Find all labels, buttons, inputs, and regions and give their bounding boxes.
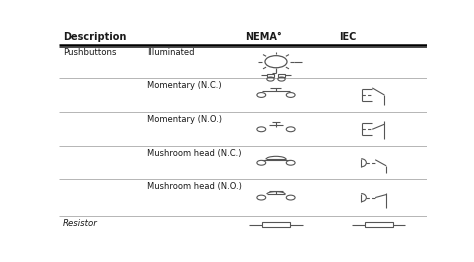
- Text: Mushroom head (N.C.): Mushroom head (N.C.): [147, 149, 242, 159]
- Text: IEC: IEC: [339, 32, 356, 42]
- Text: Mushroom head (N.O.): Mushroom head (N.O.): [147, 182, 242, 191]
- Text: Pushbuttons: Pushbuttons: [63, 48, 117, 57]
- FancyBboxPatch shape: [267, 74, 274, 77]
- Text: Resistor: Resistor: [63, 219, 98, 228]
- Text: NEMA°: NEMA°: [245, 32, 282, 42]
- FancyBboxPatch shape: [365, 222, 392, 227]
- Text: Momentary (N.O.): Momentary (N.O.): [147, 115, 222, 124]
- Text: Illuminated: Illuminated: [147, 48, 195, 57]
- Text: Description: Description: [63, 32, 126, 42]
- FancyBboxPatch shape: [278, 74, 285, 77]
- Text: Momentary (N.C.): Momentary (N.C.): [147, 81, 222, 90]
- FancyBboxPatch shape: [262, 222, 290, 227]
